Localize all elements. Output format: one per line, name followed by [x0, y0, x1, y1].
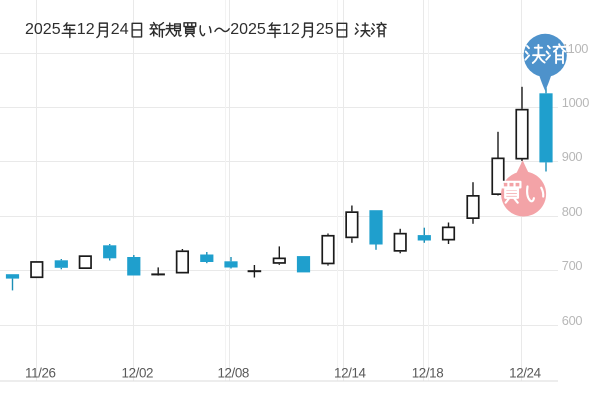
svg-text:1000: 1000	[562, 95, 589, 110]
svg-text:800: 800	[562, 204, 583, 219]
svg-text:2025: 2025	[230, 21, 266, 38]
svg-text:1100: 1100	[562, 41, 589, 56]
svg-text:700: 700	[562, 258, 583, 273]
svg-text:25: 25	[316, 21, 334, 38]
svg-text:600: 600	[562, 313, 583, 328]
svg-text:12/18: 12/18	[412, 366, 444, 381]
svg-text:900: 900	[562, 149, 583, 164]
svg-text:12/02: 12/02	[122, 366, 154, 381]
svg-text:12: 12	[282, 21, 300, 38]
svg-text:11/26: 11/26	[25, 366, 56, 381]
svg-text:12: 12	[77, 21, 95, 38]
svg-text:12/24: 12/24	[509, 366, 541, 381]
svg-text:12/14: 12/14	[334, 366, 366, 381]
svg-text:2025: 2025	[25, 21, 61, 38]
svg-text:24: 24	[111, 21, 129, 38]
svg-text:12/08: 12/08	[217, 366, 249, 381]
